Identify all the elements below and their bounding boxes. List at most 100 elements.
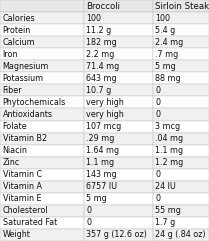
Text: 5 mg: 5 mg <box>86 194 107 203</box>
Bar <box>84 60 153 72</box>
Text: 5 mg: 5 mg <box>155 62 176 71</box>
Text: 55 mg: 55 mg <box>155 206 181 215</box>
Text: Vitamin B2: Vitamin B2 <box>3 134 47 143</box>
Bar <box>84 229 153 241</box>
Bar <box>84 145 153 157</box>
Bar <box>0 120 84 133</box>
Text: 71.4 mg: 71.4 mg <box>86 62 119 71</box>
Bar <box>0 60 84 72</box>
Text: 1.1 mg: 1.1 mg <box>155 146 183 155</box>
Text: 1.7 g: 1.7 g <box>155 218 175 228</box>
Bar <box>84 181 153 193</box>
Text: Vitamin E: Vitamin E <box>3 194 41 203</box>
Text: 0: 0 <box>155 194 160 203</box>
Bar <box>153 229 209 241</box>
Bar <box>84 169 153 181</box>
Bar <box>84 36 153 48</box>
Bar <box>0 108 84 120</box>
Text: 0: 0 <box>155 110 160 119</box>
Text: Vitamin A: Vitamin A <box>3 182 42 191</box>
Bar <box>0 193 84 205</box>
Text: .04 mg: .04 mg <box>155 134 183 143</box>
Bar <box>153 145 209 157</box>
Bar <box>0 181 84 193</box>
Bar <box>153 133 209 145</box>
Text: very high: very high <box>86 98 124 107</box>
Bar <box>153 36 209 48</box>
Text: Calories: Calories <box>3 13 35 23</box>
Text: 0: 0 <box>86 206 91 215</box>
Text: 100: 100 <box>155 13 170 23</box>
Bar <box>0 96 84 108</box>
Text: .7 mg: .7 mg <box>155 50 178 59</box>
Bar <box>84 157 153 169</box>
Bar <box>0 169 84 181</box>
Text: Iron: Iron <box>3 50 18 59</box>
Text: Niacin: Niacin <box>3 146 27 155</box>
Bar <box>153 0 209 12</box>
Bar <box>153 205 209 217</box>
Bar <box>84 48 153 60</box>
Text: 0: 0 <box>86 218 91 228</box>
Text: 24 IU: 24 IU <box>155 182 176 191</box>
Bar <box>84 84 153 96</box>
Bar <box>0 157 84 169</box>
Bar <box>84 193 153 205</box>
Text: Zinc: Zinc <box>3 158 20 167</box>
Bar <box>84 72 153 84</box>
Text: 1.64 mg: 1.64 mg <box>86 146 119 155</box>
Bar <box>153 60 209 72</box>
Text: 182 mg: 182 mg <box>86 38 117 47</box>
Bar <box>153 157 209 169</box>
Text: 0: 0 <box>155 98 160 107</box>
Bar <box>0 205 84 217</box>
Text: Antioxidants: Antioxidants <box>3 110 52 119</box>
Text: 2.2 mg: 2.2 mg <box>86 50 115 59</box>
Text: 643 mg: 643 mg <box>86 74 117 83</box>
Bar <box>84 24 153 36</box>
Text: Fiber: Fiber <box>3 86 22 95</box>
Bar <box>0 133 84 145</box>
Bar <box>84 217 153 229</box>
Text: 1.2 mg: 1.2 mg <box>155 158 183 167</box>
Bar <box>84 108 153 120</box>
Bar <box>153 181 209 193</box>
Bar <box>153 108 209 120</box>
Text: 11.2 g: 11.2 g <box>86 26 111 35</box>
Text: Cholesterol: Cholesterol <box>3 206 48 215</box>
Text: 0: 0 <box>155 86 160 95</box>
Bar <box>84 0 153 12</box>
Bar <box>153 84 209 96</box>
Text: very high: very high <box>86 110 124 119</box>
Bar <box>0 24 84 36</box>
Text: 100: 100 <box>86 13 101 23</box>
Bar <box>0 217 84 229</box>
Text: 1.1 mg: 1.1 mg <box>86 158 114 167</box>
Text: Weight: Weight <box>3 230 30 240</box>
Text: Phytochemicals: Phytochemicals <box>3 98 66 107</box>
Text: 357 g (12.6 oz): 357 g (12.6 oz) <box>86 230 147 240</box>
Bar <box>153 12 209 24</box>
Bar <box>153 48 209 60</box>
Text: 6757 IU: 6757 IU <box>86 182 117 191</box>
Text: 0: 0 <box>155 170 160 179</box>
Bar <box>153 120 209 133</box>
Bar <box>153 96 209 108</box>
Bar <box>153 193 209 205</box>
Text: Folate: Folate <box>3 122 27 131</box>
Bar <box>0 0 84 12</box>
Bar <box>84 205 153 217</box>
Bar <box>0 229 84 241</box>
Text: Sirloin Steak: Sirloin Steak <box>155 1 209 11</box>
Text: 24 g (.84 oz): 24 g (.84 oz) <box>155 230 206 240</box>
Text: Broccoli: Broccoli <box>86 1 120 11</box>
Bar <box>153 169 209 181</box>
Text: 10.7 g: 10.7 g <box>86 86 111 95</box>
Bar <box>0 145 84 157</box>
Bar <box>153 24 209 36</box>
Text: Saturated Fat: Saturated Fat <box>3 218 57 228</box>
Text: 3 mcg: 3 mcg <box>155 122 180 131</box>
Bar <box>0 84 84 96</box>
Text: Potassium: Potassium <box>3 74 44 83</box>
Bar <box>0 72 84 84</box>
